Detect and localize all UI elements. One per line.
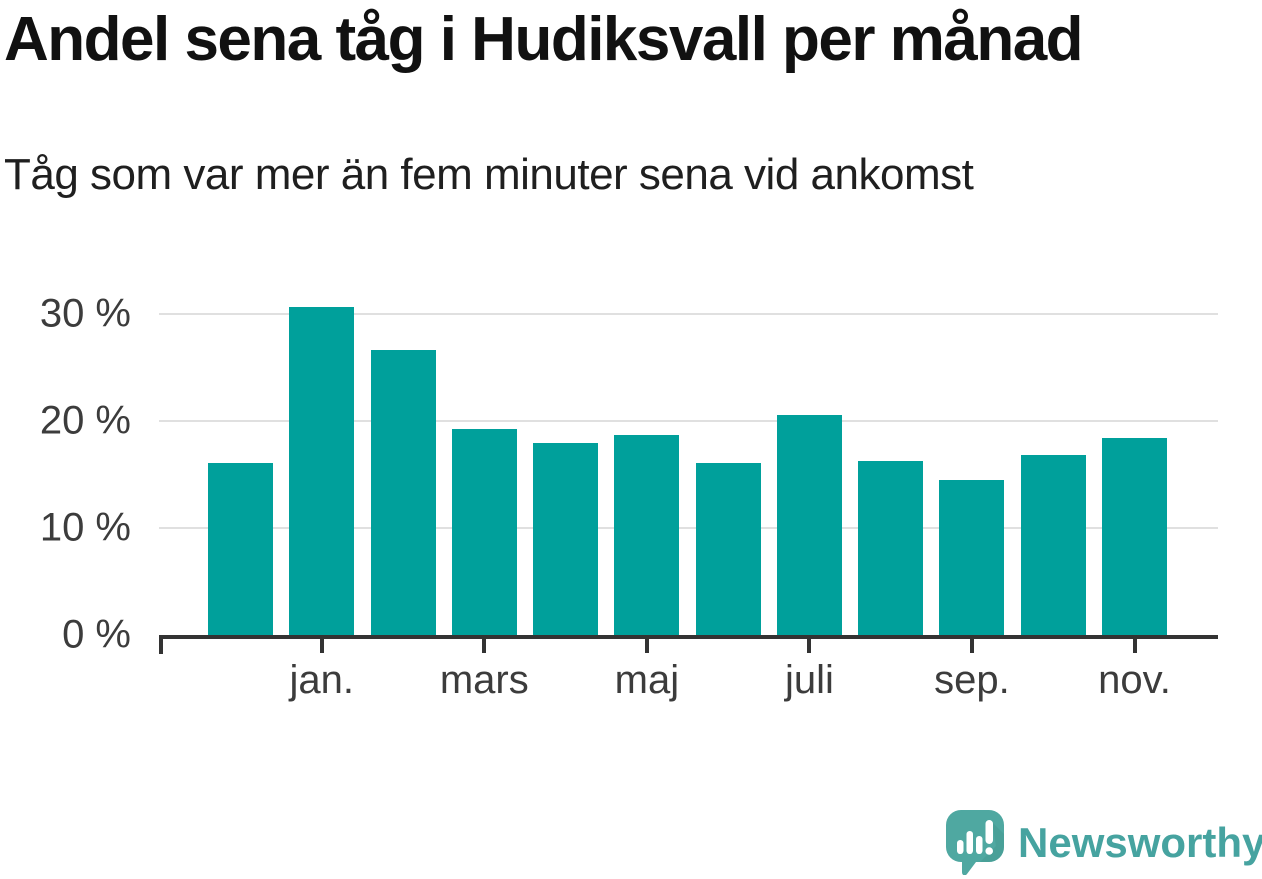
gridline-30 (159, 313, 1218, 315)
bar-1 (208, 462, 273, 635)
bar-8 (776, 414, 842, 635)
speech-bubble-shape (946, 810, 1004, 875)
y-axis-label-20: 20 % (39, 398, 131, 443)
newsworthy-logo-icon (946, 810, 1004, 875)
y-axis-label-30: 30 % (39, 291, 131, 336)
x-axis-label-jan: jan. (289, 658, 355, 702)
bar-5 (533, 443, 599, 635)
bar-10 (939, 479, 1005, 635)
bar-7 (695, 462, 761, 635)
chart-title: Andel sena tåg i Hudiksvall per månad (4, 5, 1084, 74)
x-axis-label-nov: nov. (1098, 658, 1171, 702)
x-axis-tick-nov (1132, 639, 1137, 653)
newsworthy-logo: Newsworthy (946, 810, 1262, 875)
plot-area (159, 280, 1218, 635)
y-axis-label-10: 10 % (39, 505, 131, 550)
gridline-10 (159, 527, 1218, 529)
x-axis-tick-maj (644, 639, 649, 653)
chart-subtitle: Tåg som var mer än fem minuter sena vid … (4, 150, 974, 199)
x-axis-start-tick (159, 635, 163, 654)
newsworthy-logo-text: Newsworthy (1018, 818, 1262, 866)
bar-12 (1102, 438, 1167, 635)
x-axis-label-mars: mars (439, 658, 529, 702)
bar-2 (289, 306, 355, 635)
x-axis-tick-juli (807, 639, 812, 653)
bar-4 (451, 428, 517, 635)
x-axis-tick-sep (969, 639, 974, 653)
x-axis-label-maj: maj (614, 658, 680, 702)
bar-3 (370, 350, 436, 635)
bar-chart-glyph (957, 831, 983, 854)
x-axis-line (159, 635, 1218, 639)
bar-9 (858, 460, 924, 635)
exclamation-glyph (985, 820, 993, 855)
x-axis-tick-mars (482, 639, 487, 653)
gridline-20 (159, 420, 1218, 422)
x-axis-label-sep: sep. (934, 658, 1010, 702)
x-axis-tick-jan (319, 639, 324, 653)
bar-6 (614, 434, 680, 635)
x-axis-label-juli: juli (784, 658, 834, 702)
bar-11 (1020, 455, 1086, 635)
y-axis-label-0: 0 % (62, 612, 131, 657)
